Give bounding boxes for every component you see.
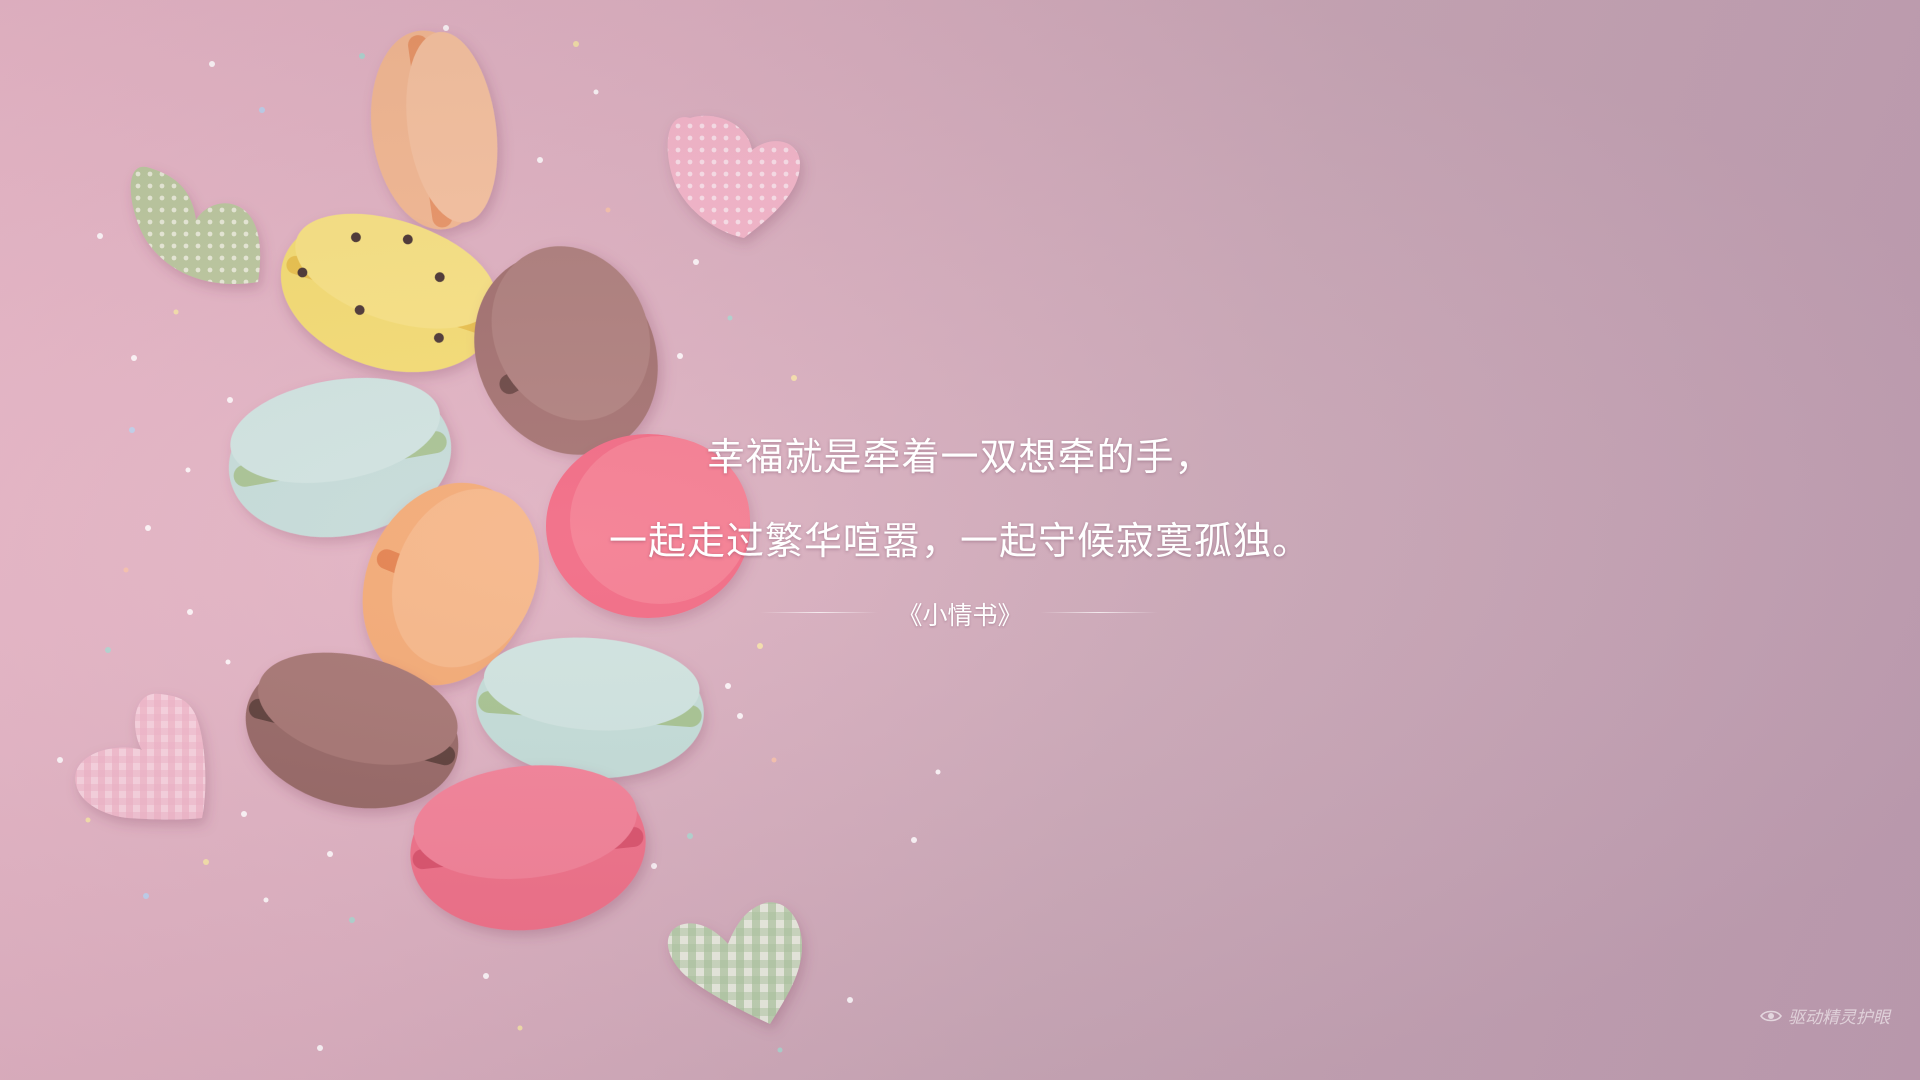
macaron-pink-bottom [410, 765, 646, 931]
heart-decoration-pink-dots [667, 115, 800, 238]
heart-decoration-green-dots [130, 166, 261, 285]
quote-line-2: 一起走过繁华喧嚣，一起守候寂寞孤独。 [608, 519, 1311, 563]
divider-left [760, 612, 878, 613]
macaron-chocolate-upper [474, 246, 658, 455]
eye-protection-watermark: 驱动精灵护眼 [1760, 1003, 1890, 1028]
watermark-label: 驱动精灵护眼 [1788, 1008, 1890, 1028]
macaron-peach-top [370, 30, 498, 230]
macaron-pink-center [546, 434, 750, 618]
macaron-yellow [280, 213, 496, 373]
sprinkles [57, 25, 941, 1053]
heart-decoration-green-check [667, 902, 802, 1024]
quote-source: 《小情书》 [897, 601, 1023, 630]
quote-source-row: 《小情书》 [0, 594, 1920, 634]
macaron-chocolate-lower [245, 652, 459, 809]
eye-icon [1760, 1009, 1782, 1023]
quote-line-1: 幸福就是牵着一双想牵的手， [706, 435, 1214, 479]
macaron-peach-middle [362, 482, 539, 686]
macaron-mint-right [476, 637, 704, 779]
macaron-mint-left [228, 377, 452, 538]
heart-decoration-pink-check [75, 693, 206, 820]
divider-right [1040, 612, 1158, 613]
